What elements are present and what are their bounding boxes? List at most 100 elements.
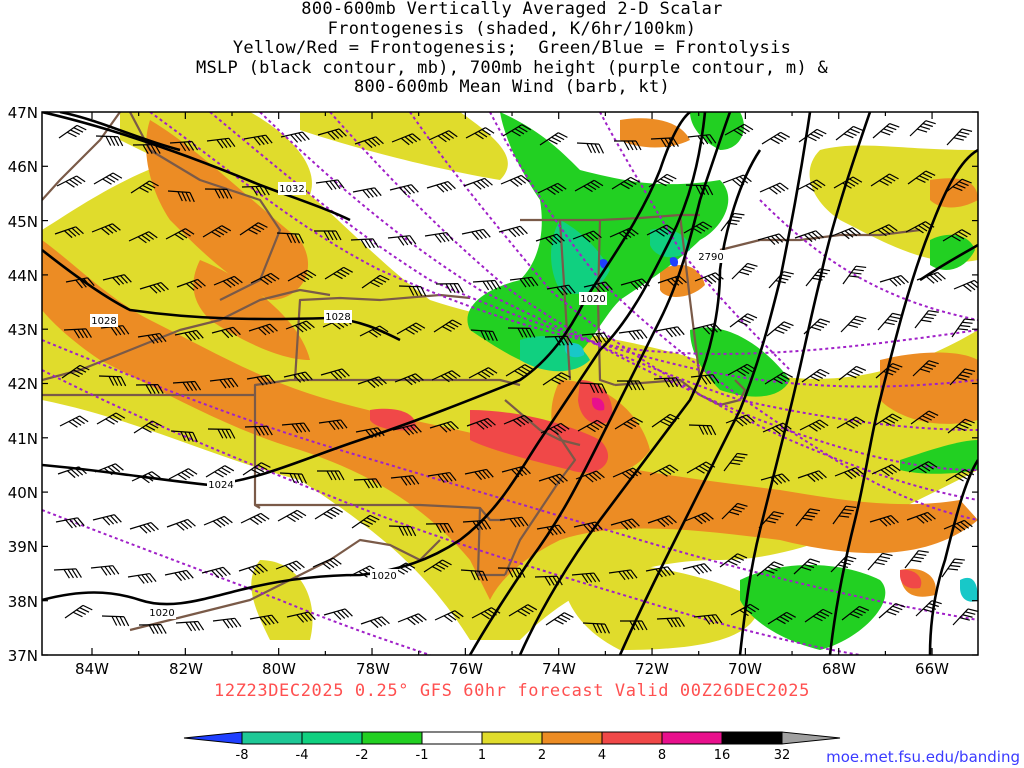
barb-feather <box>77 517 85 527</box>
barb-feather <box>623 140 630 151</box>
wind-barb <box>211 326 241 339</box>
barb-feather <box>188 432 194 442</box>
barb-feather <box>474 132 484 140</box>
source-link[interactable]: moe.met.fsu.edu/banding <box>826 748 1020 766</box>
height-contour <box>42 509 431 655</box>
barb-feather <box>737 502 748 507</box>
barb-feather <box>677 326 685 336</box>
barb-feather <box>159 333 167 343</box>
barb-feather <box>892 363 903 368</box>
colorbar-label: 8 <box>658 748 666 763</box>
colorbar-label: 32 <box>774 748 791 763</box>
barb-feather <box>589 573 597 583</box>
barb-feather <box>965 611 976 615</box>
wind-barb <box>102 274 132 286</box>
barb-feather <box>330 470 337 481</box>
barb-feather <box>259 563 268 572</box>
barb-feather <box>636 330 644 340</box>
barb-feather <box>973 279 978 288</box>
barb-feather <box>104 226 114 234</box>
barb-feather <box>776 133 787 140</box>
barb-feather <box>116 276 125 285</box>
wind-barb <box>729 313 758 328</box>
barb-feather <box>853 268 864 272</box>
barb-feather <box>916 516 925 524</box>
barb-feather <box>850 321 861 326</box>
shade-region <box>669 257 679 267</box>
barb-feather <box>69 518 77 528</box>
shade-region <box>740 565 886 650</box>
barb-feather <box>879 518 888 527</box>
wind-barb <box>768 271 794 289</box>
barb-feather <box>145 573 153 583</box>
barb-feather <box>705 512 714 520</box>
barb-feather <box>286 233 293 244</box>
barb-feather <box>233 275 243 284</box>
barb-feather <box>71 568 78 579</box>
barb-feather <box>331 130 340 139</box>
barb-feather <box>746 605 756 613</box>
barb-feather <box>514 128 525 135</box>
barb-feather <box>967 608 978 612</box>
barb-feather <box>228 327 237 337</box>
barb-feather <box>518 466 527 476</box>
wind-barb <box>389 184 419 196</box>
barb-feather <box>846 555 857 560</box>
wind-barb <box>61 364 90 379</box>
wind-barb <box>694 272 724 285</box>
barb-feather <box>933 273 943 282</box>
barb-feather <box>326 511 337 518</box>
lat-label: 37N <box>8 647 38 665</box>
barb-feather <box>957 473 968 480</box>
barb-feather <box>512 419 522 427</box>
barb-feather <box>915 553 927 557</box>
barb-feather <box>925 120 936 125</box>
barb-feather <box>370 378 380 387</box>
barb-feather <box>122 325 130 335</box>
barb-feather <box>261 135 269 145</box>
barb-feather <box>410 526 417 537</box>
barb-feather <box>229 429 236 439</box>
barb-feather <box>111 616 118 626</box>
barb-feather <box>964 368 976 372</box>
barb-feather <box>524 606 534 613</box>
barb-feather <box>290 134 299 143</box>
forecast-valid-time: 12Z23DEC2025 0.25° GFS 60hr forecast Val… <box>214 681 810 701</box>
wind-barb <box>833 176 863 189</box>
barb-feather <box>892 277 902 286</box>
wind-barb <box>536 524 566 536</box>
barb-shaft <box>398 285 422 288</box>
barb-feather <box>811 231 821 240</box>
barb-feather <box>323 230 330 241</box>
barb-feather <box>558 524 566 534</box>
barb-feather <box>884 467 894 475</box>
barb-feather <box>770 514 782 518</box>
barb-feather <box>884 225 895 233</box>
wind-barb <box>129 521 159 534</box>
barb-feather <box>589 232 599 240</box>
colorbar-arrow-left <box>183 731 243 745</box>
barb-feather <box>472 520 480 531</box>
wind-barb <box>460 569 488 582</box>
wind-barb <box>617 380 645 391</box>
barb-feather <box>742 607 753 615</box>
barb-feather <box>848 420 859 427</box>
wind-barb <box>280 131 310 143</box>
barb-feather <box>189 281 199 290</box>
wind-barb <box>287 269 317 283</box>
barb-feather <box>845 180 856 187</box>
barb-feather <box>435 523 442 534</box>
barb-feather <box>192 432 198 443</box>
barb-feather <box>443 523 450 533</box>
barb-feather <box>819 268 831 272</box>
barb-feather <box>560 614 571 621</box>
lat-label: 38N <box>8 593 38 611</box>
wind-barb <box>209 377 239 389</box>
wind-barb <box>139 281 169 294</box>
wind-barb <box>355 427 385 439</box>
barb-feather <box>335 230 342 241</box>
barb-feather <box>634 380 641 391</box>
barb-feather <box>368 330 378 338</box>
barb-feather <box>782 422 792 430</box>
barb-feather <box>517 517 525 527</box>
